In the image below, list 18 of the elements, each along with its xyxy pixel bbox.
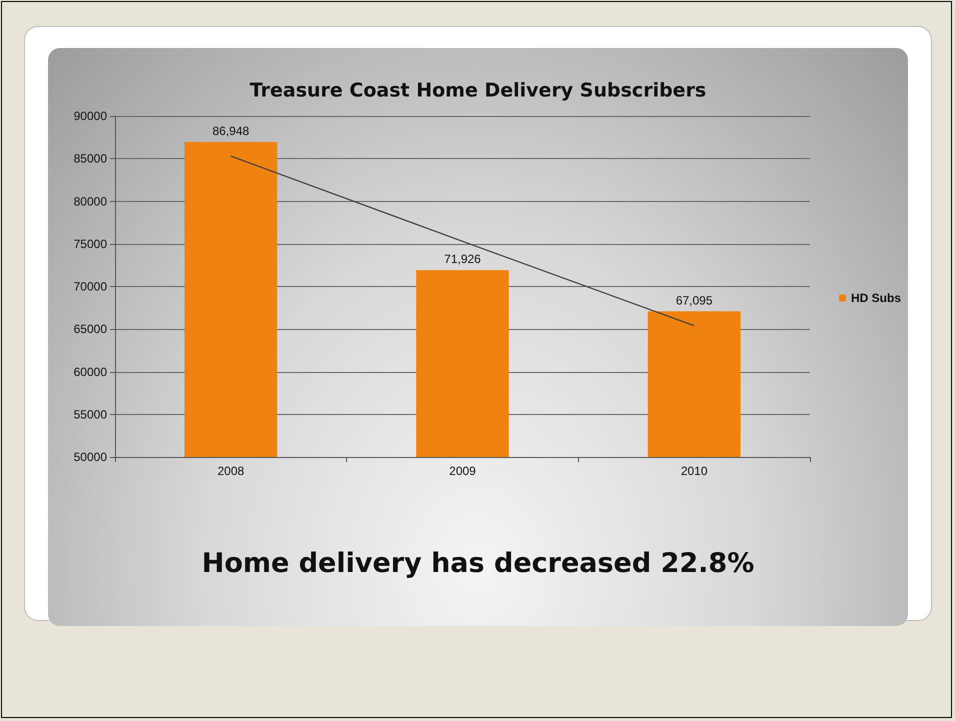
x-tick-label: 2008 xyxy=(217,464,245,478)
data-label: 67,095 xyxy=(676,293,713,308)
y-tick-label: 60000 xyxy=(74,364,108,379)
data-label: 86,948 xyxy=(212,124,250,138)
y-tick-label: 80000 xyxy=(74,194,108,208)
text: Home delivery has decreased 22.8% xyxy=(200,548,756,579)
y-tick-label: 65000 xyxy=(74,322,108,336)
y-tick-label: 90000 xyxy=(74,109,108,123)
y-tick-label: 55000 xyxy=(74,407,108,422)
data-label: 71,926 xyxy=(444,252,482,266)
y-tick-label: 85000 xyxy=(74,152,108,166)
x-tick-label: 2010 xyxy=(680,464,708,478)
y-tick-label: 70000 xyxy=(74,280,108,294)
y-tick-label: 50000 xyxy=(74,450,108,464)
chart-title: Treasure Coast Home Delivery Subscribers xyxy=(250,80,706,102)
x-tick-label: 2009 xyxy=(449,464,476,478)
y-tick-label: 75000 xyxy=(74,236,108,251)
legend-label: HD Subs xyxy=(850,291,902,305)
